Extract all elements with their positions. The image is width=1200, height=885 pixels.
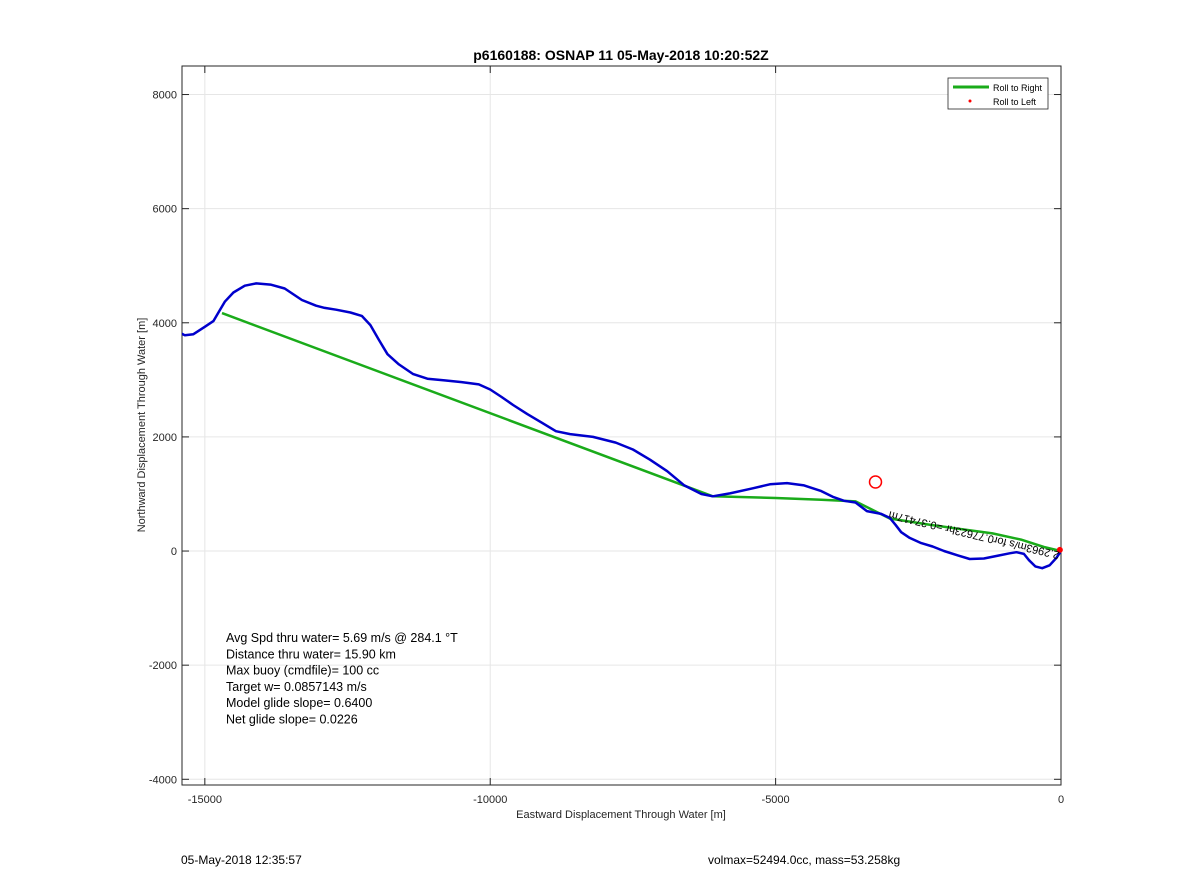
y-tick-label: 4000 [153, 318, 177, 330]
chart-title: p6160188: OSNAP 11 05-May-2018 10:20:52Z [473, 47, 769, 63]
axis-ticks: -15000 -10000 -5000 0 -4000 -2000 0 2000 4000 600… [149, 66, 1064, 806]
stats-line: Model glide slope= 0.6400 [226, 696, 372, 710]
legend-box [947, 77, 1049, 110]
y-tick-label: 0 [171, 546, 177, 558]
legend-label-roll-right: Roll to Right [993, 83, 1043, 93]
x-tick-label: -15000 [188, 794, 222, 806]
y-tick-label: 8000 [153, 90, 177, 102]
y-tick-label: 2000 [153, 432, 177, 444]
track-path [182, 282, 1061, 570]
y-tick-label: -4000 [149, 774, 177, 786]
stats-line: Avg Spd thru water= 5.69 m/s @ 284.1 °T [226, 631, 458, 645]
legend: Roll to Right Roll to Left [947, 77, 1049, 110]
stats-line: Max buoy (cmdfile)= 100 cc [226, 664, 379, 678]
x-tick-label: -5000 [762, 794, 790, 806]
current-vector-annotation: 2.2963m/s for0.77623hr =0.37417m [888, 508, 1061, 561]
y-tick-label: 6000 [153, 204, 177, 216]
legend-label-roll-left: Roll to Left [993, 97, 1037, 107]
stats-line: Distance thru water= 15.90 km [226, 647, 396, 661]
footer-timestamp: 05-May-2018 12:35:57 [181, 853, 302, 867]
x-tick-label: -10000 [473, 794, 507, 806]
stats-block: Avg Spd thru water= 5.69 m/s @ 284.1 °T D… [226, 631, 458, 727]
x-axis-label: Eastward Displacement Through Water [m] [516, 809, 726, 821]
plot-area-frame [181, 65, 1062, 786]
target-marker-circle [868, 475, 883, 489]
roll-to-right-track [221, 311, 1061, 553]
stats-line: Target w= 0.0857143 m/s [226, 680, 367, 694]
grid-lines [182, 66, 1062, 785]
plot-content: 2.2963m/s for0.77623hr =0.37417m [182, 282, 1063, 570]
y-axis-label: Northward Displacement Through Water [m] [136, 318, 148, 533]
legend-swatch-roll-left [968, 99, 972, 103]
start-point-marker [1056, 546, 1063, 553]
stats-line: Net glide slope= 0.0226 [226, 713, 358, 727]
y-tick-label: -2000 [149, 660, 177, 672]
footer-volmax-mass: volmax=52494.0cc, mass=53.258kg [708, 853, 900, 867]
x-tick-label: 0 [1058, 794, 1064, 806]
